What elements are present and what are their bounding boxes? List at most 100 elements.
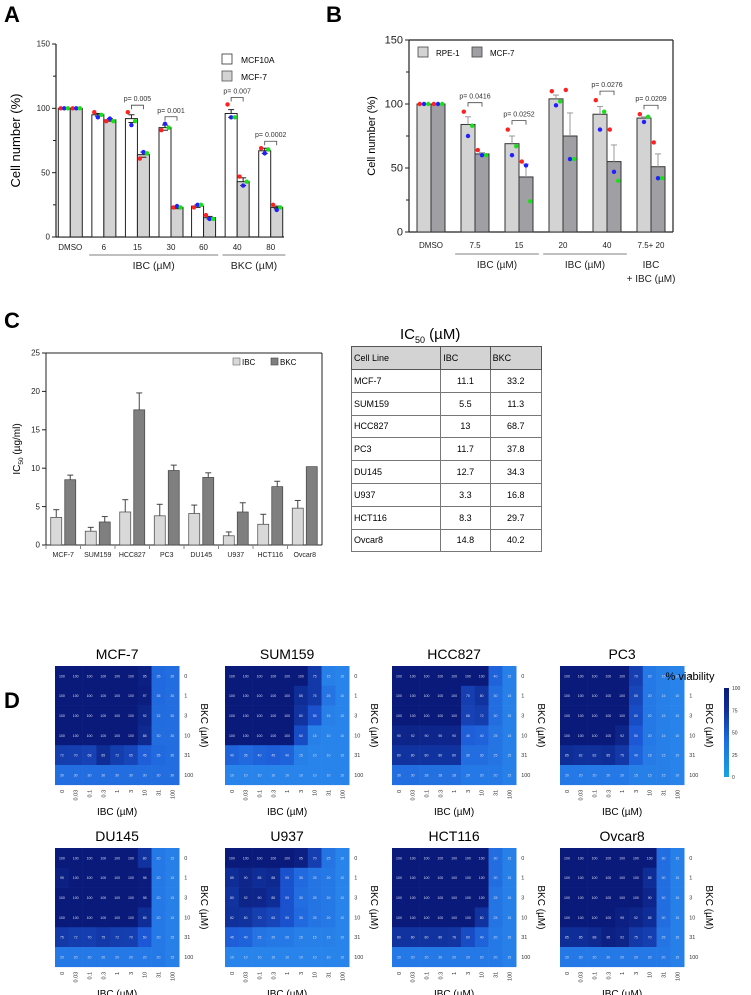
heatmap-cell-value: 100	[437, 896, 443, 900]
x-tick-label: 60	[199, 243, 208, 252]
heatmap-cell	[601, 725, 616, 746]
heatmap-cell-value: 100	[424, 856, 430, 860]
x-tick-label: 0.3	[606, 790, 612, 798]
heatmap-cell	[225, 927, 240, 948]
data-point	[166, 125, 171, 130]
heatmap-cell-value: 68	[466, 714, 470, 718]
heatmap-cell	[321, 725, 336, 746]
legend-label-mcf7: MCF-7	[241, 72, 267, 82]
heatmap-cell-value: 80	[143, 856, 147, 860]
heatmap-cell	[55, 887, 70, 908]
heatmap-cell	[321, 947, 336, 968]
heatmap-cell-value: 80	[397, 936, 401, 940]
heatmap-cell-value: 100	[100, 916, 106, 920]
heatmap-cell-value: 80	[425, 754, 429, 758]
heatmap-cell	[419, 725, 434, 746]
heatmap-cell	[280, 947, 295, 968]
x-tick-label: 31	[327, 790, 333, 796]
heatmap-cell-value: 75	[60, 936, 64, 940]
heatmap-cell	[96, 685, 111, 706]
heatmap-cell-value: 30	[170, 734, 174, 738]
data-point	[225, 102, 230, 107]
heatmap-cell	[238, 725, 253, 746]
heatmap-cell	[321, 927, 336, 948]
heatmap-cell-value: 15	[675, 955, 679, 959]
heatmap-cell-value: 100	[128, 674, 134, 678]
heatmap-cell-value: 100	[100, 856, 106, 860]
heatmap-cell	[573, 927, 588, 948]
heatmap-cell	[225, 848, 240, 869]
bar-ibc	[291, 507, 304, 546]
heatmap-cell-value: 15	[327, 936, 331, 940]
p-value-label: p= 0.0416	[459, 94, 490, 101]
heatmap-cell-value: 85	[565, 754, 569, 758]
y-tick-label: 100	[689, 955, 698, 961]
heatmap-cell-value: 100	[396, 916, 402, 920]
heatmap-cell-value: 100	[424, 896, 430, 900]
heatmap-cell	[601, 848, 616, 869]
heatmap-cell	[656, 848, 671, 869]
heatmap-cell	[656, 947, 671, 968]
heatmap-cell-value: 10	[675, 773, 679, 777]
heatmap-cell	[238, 765, 253, 786]
table-row: PC3 11.7 37.8	[350, 437, 543, 462]
y-tick-label: 0	[36, 541, 41, 550]
heatmap-cell-value: 97	[143, 694, 147, 698]
heatmap-cell-value: 90	[648, 896, 652, 900]
heatmap-cell-value: 30	[157, 734, 161, 738]
heatmap-cell-value: 15	[507, 896, 511, 900]
heatmap-cell-value: 45	[143, 754, 147, 758]
heatmap-cell	[151, 887, 166, 908]
heatmap-cell-value: 20	[143, 955, 147, 959]
heatmap-cell-value: 100	[128, 896, 134, 900]
heatmap-cell-value: 75	[101, 936, 105, 940]
ic50-table-header: Cell Line IBC BKC	[350, 346, 543, 370]
heatmap-cell	[405, 887, 420, 908]
heatmap-cell-value: 100	[59, 856, 65, 860]
data-point	[174, 203, 180, 209]
x-tick-label: 0.1	[593, 972, 599, 980]
heatmap-cell-value: 55	[285, 896, 289, 900]
panel-letter-d: D	[4, 688, 20, 713]
heatmap-cell-value: 15	[675, 936, 679, 940]
heatmap-cell	[629, 745, 644, 766]
heatmap-cell	[419, 867, 434, 888]
heatmap-cell	[307, 765, 322, 786]
heatmap-cell	[405, 765, 420, 786]
x-tick-label: 10	[648, 790, 654, 796]
heatmap-cell	[294, 848, 309, 869]
heatmap-cell	[502, 907, 517, 928]
heatmap-cell-value: 15	[507, 955, 511, 959]
heatmap-cell	[629, 867, 644, 888]
heatmap-cell-value: 40	[285, 754, 289, 758]
heatmap-cell-value: 100	[437, 694, 443, 698]
y-tick-label: 100	[521, 955, 530, 961]
heatmap-cell-value: 95	[60, 876, 64, 880]
ic50-value: 5.5	[440, 391, 491, 416]
heatmap-cell	[488, 685, 503, 706]
heatmap-cell	[392, 685, 407, 706]
data-point	[607, 127, 612, 132]
heatmap-cell-value: 85	[258, 876, 262, 880]
heatmap-cell	[238, 887, 253, 908]
ic50-value: 40.2	[489, 528, 543, 553]
heatmap-cell	[137, 927, 152, 948]
heatmap-cell	[447, 947, 462, 968]
bar-rpe-1	[460, 123, 476, 233]
heatmap-cell	[419, 765, 434, 786]
heatmap-cell-value: 100	[87, 734, 93, 738]
heatmap-cell	[68, 867, 83, 888]
heatmap-cell-value: 45	[466, 734, 470, 738]
heatmap-cell-value: 15	[313, 734, 317, 738]
heatmap-cell-value: 20	[634, 955, 638, 959]
y-axis-label: IC50 (µg/ml)	[12, 423, 25, 474]
heatmap-cell-value: 20	[115, 955, 119, 959]
x-tick-label: 0	[397, 972, 403, 975]
x-tick-label: MCF-7	[53, 552, 74, 559]
heatmap-cell	[573, 685, 588, 706]
heatmap-cell-value: 32	[157, 714, 161, 718]
x-tick-label: 0.1	[88, 790, 94, 798]
heatmap-cell	[419, 848, 434, 869]
heatmap-cell	[405, 848, 420, 869]
heatmap-cell-value: 85	[143, 916, 147, 920]
